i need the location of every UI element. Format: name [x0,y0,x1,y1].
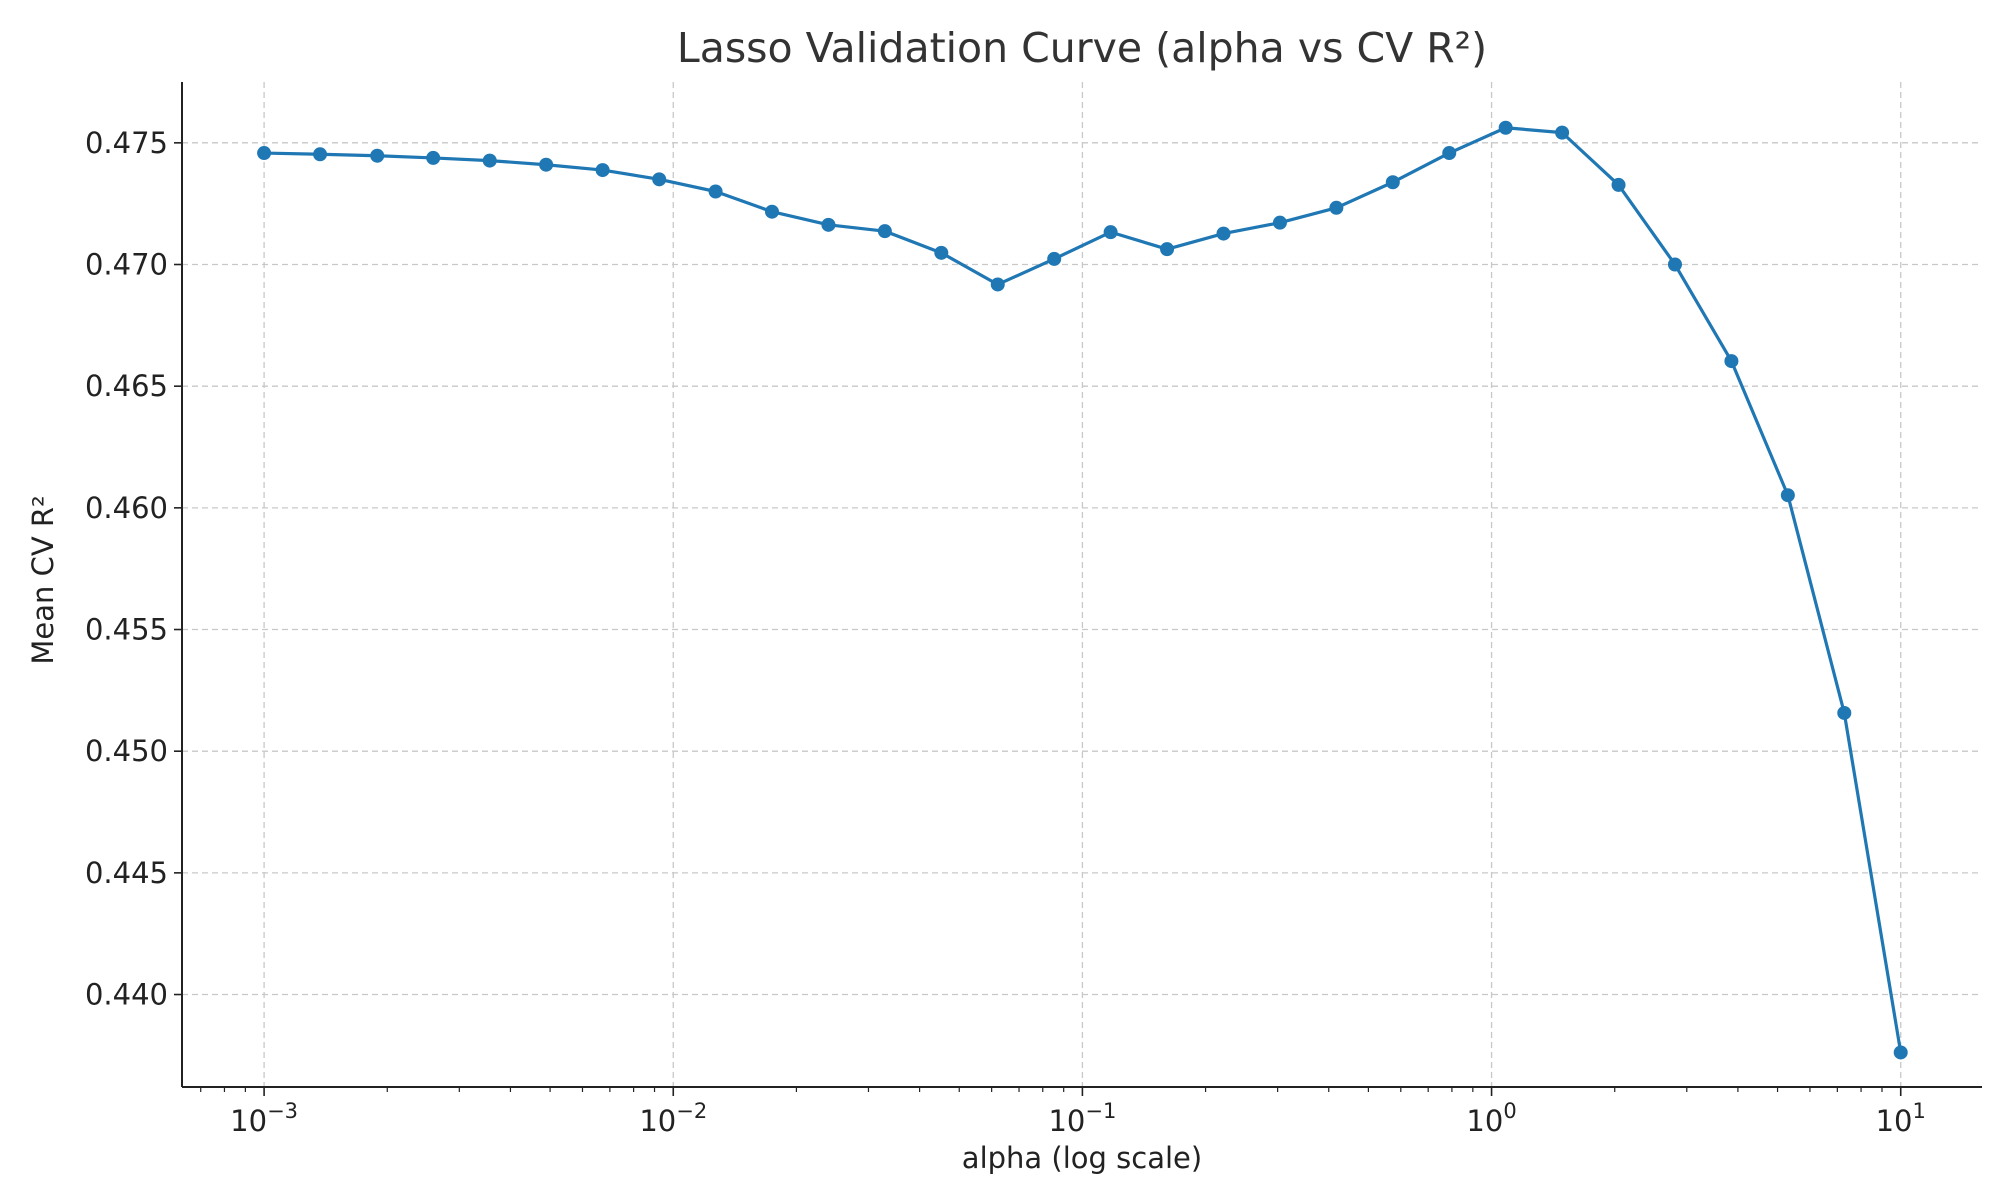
y-tick-label-0: 0.440 [85,978,168,1012]
data-point-27 [1780,488,1795,503]
tick-labels: 0.440 0.445 0.450 0.455 0.460 0.465 0.470 0.475… [85,126,1926,1138]
data-point-4 [482,153,497,168]
x-axis-label: alpha (log scale) [962,1141,1202,1175]
data-point-10 [821,217,836,232]
data-point-14 [1047,251,1062,266]
data-point-12 [934,245,949,260]
data-point-6 [595,163,610,178]
data-point-20 [1385,175,1400,190]
y-tick-label-2: 0.450 [85,734,168,768]
data-point-11 [877,224,892,239]
data-point-13 [990,277,1005,292]
data-point-1 [313,147,328,162]
x-tick-label-0: 10−3 [230,1099,298,1138]
data-point-23 [1555,125,1570,140]
chart-title: Lasso Validation Curve (alpha vs CV R²) [677,24,1487,72]
y-tick-label-7: 0.475 [85,126,168,160]
x-tick-label-2: 10−1 [1048,1099,1116,1138]
data-point-19 [1329,200,1344,215]
data-point-16 [1160,242,1175,257]
x-tick-label-3: 100 [1466,1099,1516,1138]
data-point-25 [1667,257,1682,272]
data-point-9 [764,204,779,219]
axes [174,82,1982,1096]
x-tick-label-4: 101 [1876,1099,1926,1138]
data-point-17 [1216,226,1231,241]
y-tick-label-4: 0.460 [85,491,168,525]
y-tick-label-5: 0.465 [85,369,168,403]
x-tick-label-1: 10−2 [639,1099,707,1138]
data-point-18 [1272,215,1287,230]
data-point-0 [257,146,272,161]
y-axis-label: Mean CV R² [26,495,60,664]
data-point-24 [1611,177,1626,192]
data-point-3 [426,150,441,165]
data-point-5 [539,157,554,172]
data-point-28 [1837,705,1852,720]
data-point-2 [370,148,385,163]
data-point-21 [1442,146,1457,161]
data-series [257,120,1908,1060]
data-point-26 [1724,354,1739,369]
series-line-0 [264,126,1903,1053]
grid-lines [182,82,1982,1087]
data-point-15 [1103,225,1118,240]
y-tick-label-1: 0.445 [85,856,168,890]
data-point-7 [652,172,667,187]
y-tick-label-3: 0.455 [85,613,168,647]
data-point-29 [1893,1045,1908,1060]
y-tick-label-6: 0.470 [85,248,168,282]
data-point-22 [1498,120,1513,135]
data-point-8 [708,184,723,199]
